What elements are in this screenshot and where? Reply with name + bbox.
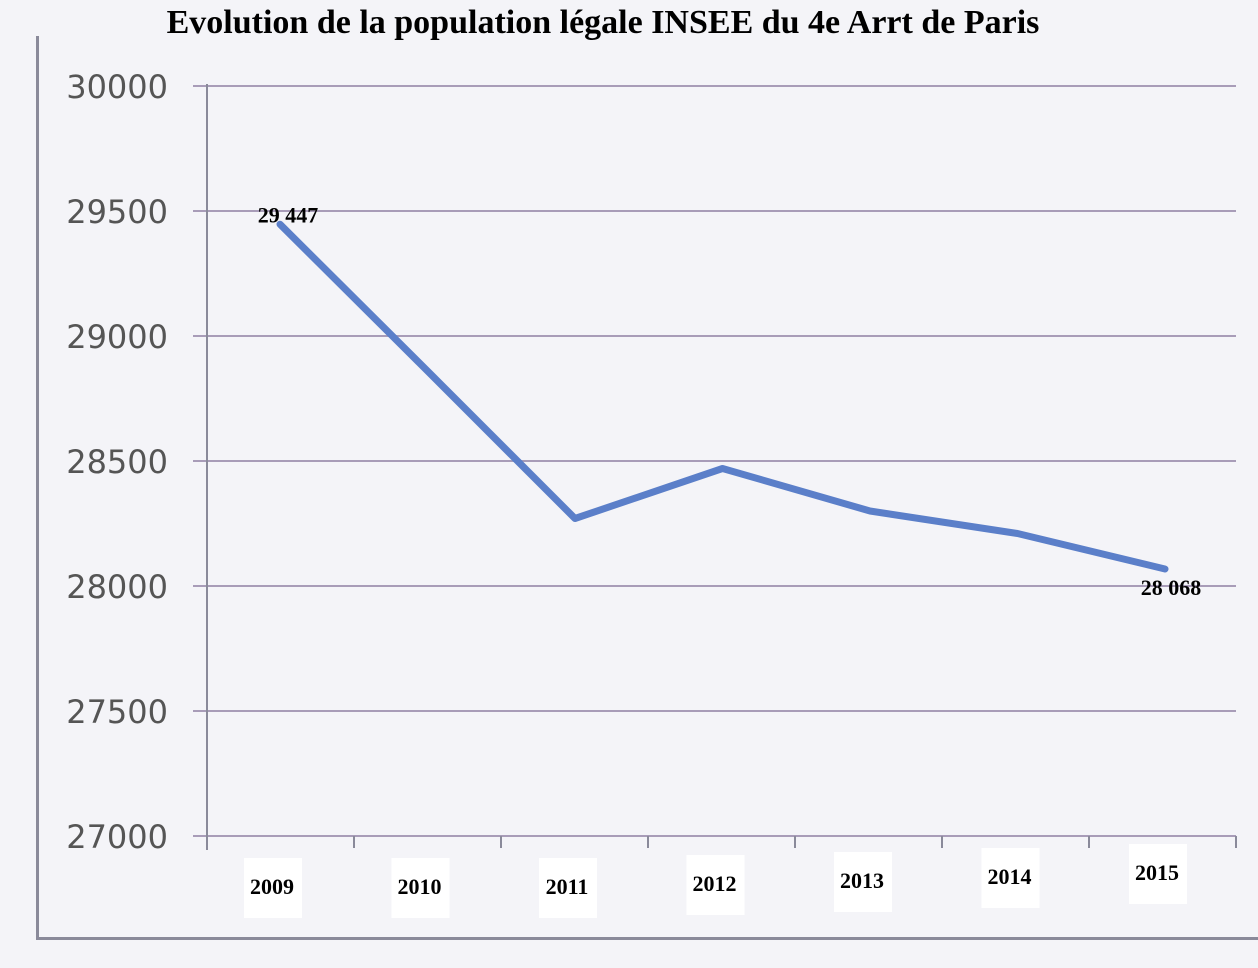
x-tick-label-bg [539, 858, 597, 918]
chart-title: Evolution de la population légale INSEE … [166, 4, 1040, 41]
data-label: 29 447 [258, 202, 319, 227]
x-tick-label-bg [834, 852, 892, 912]
x-tick-label-bg [1129, 844, 1187, 904]
x-tick-label-bg [686, 855, 745, 915]
y-tick-label: 29000 [66, 318, 168, 356]
x-tick-label: 2014 [988, 864, 1032, 889]
x-tick-label: 2011 [546, 874, 589, 899]
x-axis: 2009 2010 2011 2012 2013 2014 2015 [206, 836, 1237, 918]
x-tick-label: 2012 [693, 871, 737, 896]
gridlines [193, 85, 1236, 837]
series-line [276, 220, 1169, 573]
x-tick-label: 2013 [840, 868, 884, 893]
y-tick-label: 27500 [66, 693, 168, 731]
x-tick-label: 2009 [250, 874, 294, 899]
y-tick-label: 28500 [66, 443, 168, 481]
data-labels: 29 447 28 068 [258, 202, 1202, 600]
series-layer [276, 220, 1169, 573]
y-tick-label: 27000 [66, 818, 168, 856]
y-tick-label: 28000 [66, 568, 168, 606]
chart-frame [36, 36, 1258, 940]
x-tick-label-bg [391, 858, 450, 918]
x-tick-label: 2010 [398, 874, 442, 899]
data-label: 28 068 [1141, 575, 1202, 600]
x-tick-label-bg [244, 858, 302, 918]
y-tick-label: 30000 [66, 68, 168, 106]
x-tick-label: 2015 [1135, 860, 1179, 885]
x-tick-label-bg [981, 848, 1040, 908]
y-axis: 27000 27500 28000 28500 29000 29500 30000 [66, 68, 208, 856]
y-tick-label: 29500 [66, 193, 168, 231]
